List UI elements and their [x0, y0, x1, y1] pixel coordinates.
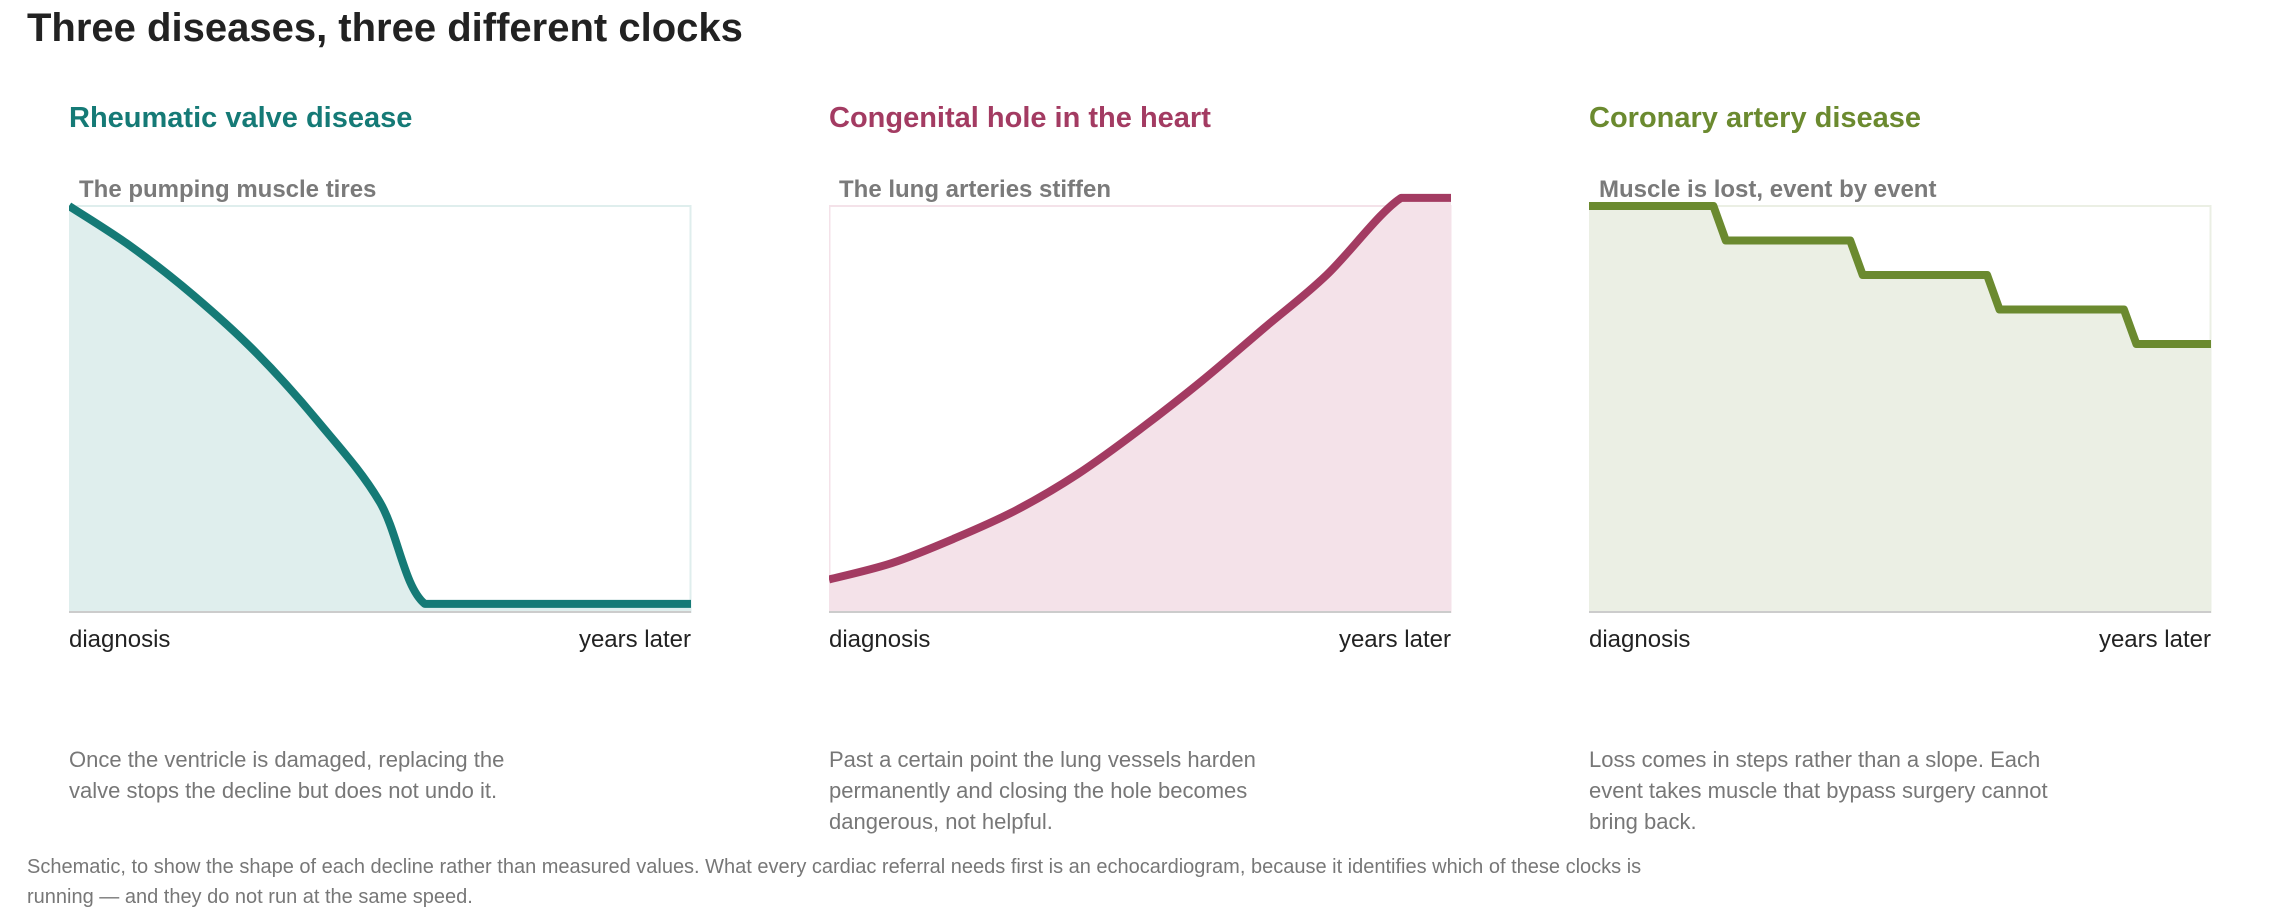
area-fill: [829, 197, 1451, 612]
panel-caption: Loss comes in steps rather than a slope.…: [1589, 747, 2048, 834]
x-tick-label-end: years later: [1338, 626, 1451, 653]
x-tick-label-start: diagnosis: [829, 626, 931, 653]
x-tick-label-start: diagnosis: [69, 626, 171, 653]
x-tick-label-end: years later: [2098, 626, 2211, 653]
plot-area: [1589, 202, 2212, 613]
plot-area: [829, 193, 1452, 613]
area-fill: [69, 206, 691, 612]
panel-coronary: Coronary artery disease Muscle is lost, …: [1589, 0, 2229, 919]
x-tick-label-start: diagnosis: [1589, 626, 1691, 653]
series-line: [829, 193, 1451, 584]
series-line: [1589, 202, 2211, 348]
panel-title: Rheumatic valve disease: [69, 102, 413, 134]
panel-subtitle: The pumping muscle tires: [79, 176, 377, 203]
panel-title: Coronary artery disease: [1589, 102, 1922, 134]
footnote: Schematic, to show the shape of each dec…: [27, 856, 1642, 908]
panel-subtitle: Muscle is lost, event by event: [1599, 176, 1937, 203]
panel-title: Congenital hole in the heart: [829, 102, 1211, 134]
area-fill: [1589, 206, 2211, 612]
panel-congenital: Congenital hole in the heart The lung ar…: [829, 0, 1469, 919]
page-title: Three diseases, three different clocks: [27, 6, 743, 50]
panel-caption: Past a certain point the lung vessels ha…: [829, 747, 1256, 834]
x-tick-label-end: years later: [578, 626, 691, 653]
panel-rheumatic: Rheumatic valve disease The pumping musc…: [69, 0, 709, 919]
panel-subtitle: The lung arteries stiffen: [839, 176, 1112, 203]
series-line: [69, 202, 691, 608]
plot-area: [69, 202, 692, 613]
panel-caption: Once the ventricle is damaged, replacing…: [69, 747, 505, 803]
